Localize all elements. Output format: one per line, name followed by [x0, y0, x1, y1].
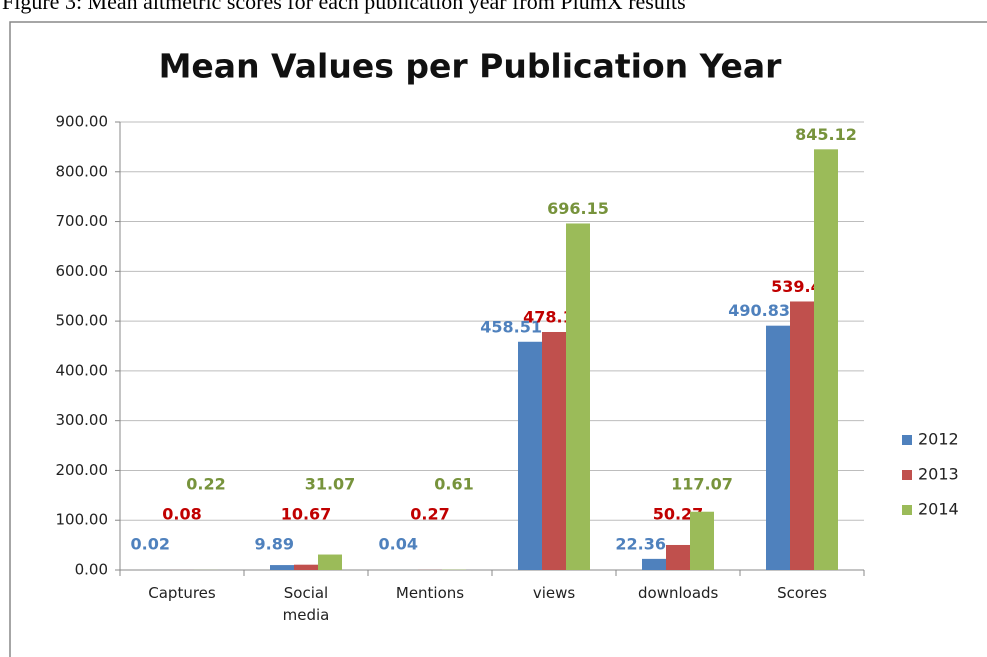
- bar: [666, 544, 690, 570]
- y-tick-label: 500.00: [56, 312, 109, 330]
- x-tick-label: Captures: [148, 584, 216, 602]
- x-tick-label-box: Social media: [282, 584, 330, 624]
- caption: Figure 3: Mean altmetric scores for each…: [2, 0, 686, 14]
- data-label: 9.89: [255, 535, 294, 554]
- legend-label: 2014: [918, 500, 959, 519]
- data-label: 0.22: [186, 475, 225, 494]
- y-tick-label: 100.00: [56, 511, 109, 529]
- data-label: 31.07: [305, 475, 356, 494]
- x-tick-label-box: downloads: [638, 584, 719, 602]
- y-tick-label: 600.00: [56, 262, 109, 280]
- x-tick-label: Scores: [777, 584, 827, 602]
- x-tick-label-box: views: [532, 584, 576, 602]
- legend-label: 2012: [918, 430, 959, 449]
- chart-title: Mean Values per Publication Year: [159, 47, 783, 86]
- data-label: 458.51: [480, 317, 542, 336]
- x-tick-label-box: Mentions: [395, 584, 465, 602]
- bar: [294, 564, 318, 570]
- x-tick-label: views: [532, 584, 576, 602]
- data-label: 22.36: [615, 534, 666, 553]
- data-label: 117.07: [671, 475, 733, 494]
- y-tick-label: 300.00: [56, 411, 109, 429]
- data-label: 696.15: [547, 199, 609, 218]
- y-tick-label: 0.00: [75, 561, 108, 579]
- data-label: 490.83: [728, 301, 790, 320]
- x-tick-label: Mentions: [395, 584, 465, 602]
- y-tick-label: 700.00: [56, 212, 109, 230]
- x-tick-label-box: Captures: [148, 584, 216, 602]
- bar: [814, 149, 838, 570]
- data-label: 0.08: [162, 505, 201, 524]
- y-tick-label: 900.00: [56, 113, 109, 131]
- bar: [642, 558, 666, 570]
- x-tick-label: downloads: [638, 584, 719, 602]
- legend-swatch: [902, 435, 912, 445]
- bar: [270, 565, 294, 570]
- x-tick-label: Social media: [282, 584, 330, 624]
- y-tick-label: 400.00: [56, 361, 109, 379]
- y-tick-label: 800.00: [56, 162, 109, 180]
- legend-label: 2013: [918, 465, 959, 484]
- legend-swatch: [902, 470, 912, 480]
- legend-swatch: [902, 505, 912, 515]
- data-label: 0.61: [434, 475, 473, 494]
- bar: [690, 511, 714, 570]
- bar: [542, 331, 566, 570]
- data-label: 845.12: [795, 125, 857, 144]
- data-label: 0.27: [410, 505, 449, 524]
- data-label: 0.04: [379, 535, 418, 554]
- bar: [518, 341, 542, 570]
- chart-frame: [9, 21, 987, 657]
- data-label: 10.67: [281, 505, 332, 524]
- x-tick-label-box: Scores: [777, 584, 827, 602]
- bar: [790, 301, 814, 570]
- bar: [318, 554, 342, 570]
- y-tick-label: 200.00: [56, 461, 109, 479]
- bar: [766, 325, 790, 570]
- data-label: 0.02: [131, 535, 170, 554]
- bar: [566, 223, 590, 571]
